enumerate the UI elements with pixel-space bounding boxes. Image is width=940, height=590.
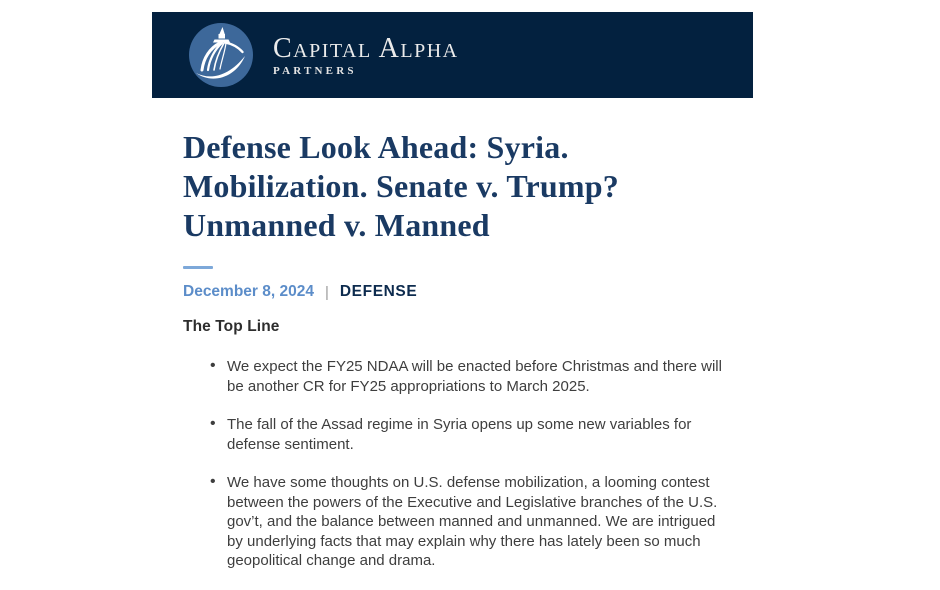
title-line-1: Defense Look Ahead: Syria. [183,129,569,165]
article-meta: December 8, 2024 | DEFENSE [183,283,743,301]
capital-alpha-logo [189,23,253,87]
brand-subname: Partners [273,64,357,77]
category-tag: DEFENSE [339,283,418,300]
capitol-dome-icon [189,23,253,87]
article-body: Defense Look Ahead: Syria. Mobilization.… [183,98,743,590]
brand-wordmark: Capital Alpha Partners [273,32,459,77]
meta-separator: | [324,283,329,301]
article-title: Defense Look Ahead: Syria. Mobilization.… [183,128,743,245]
title-line-3: Unmanned v. Manned [183,207,490,243]
brand-header: Capital Alpha Partners [152,12,753,98]
title-divider [183,266,213,269]
list-item: The fall of the Assad regime in Syria op… [210,414,732,454]
brand-name: Capital Alpha [273,32,459,64]
list-item: We expect the FY25 NDAA will be enacted … [210,356,732,396]
section-heading: The Top Line [183,318,280,335]
title-line-2: Mobilization. Senate v. Trump? [183,168,619,204]
report-page: Capital Alpha Partners Defense Look Ahea… [0,0,940,575]
publish-date: December 8, 2024 [183,283,314,300]
top-line-list: We expect the FY25 NDAA will be enacted … [183,356,743,571]
list-item: We have some thoughts on U.S. defense mo… [210,472,732,571]
